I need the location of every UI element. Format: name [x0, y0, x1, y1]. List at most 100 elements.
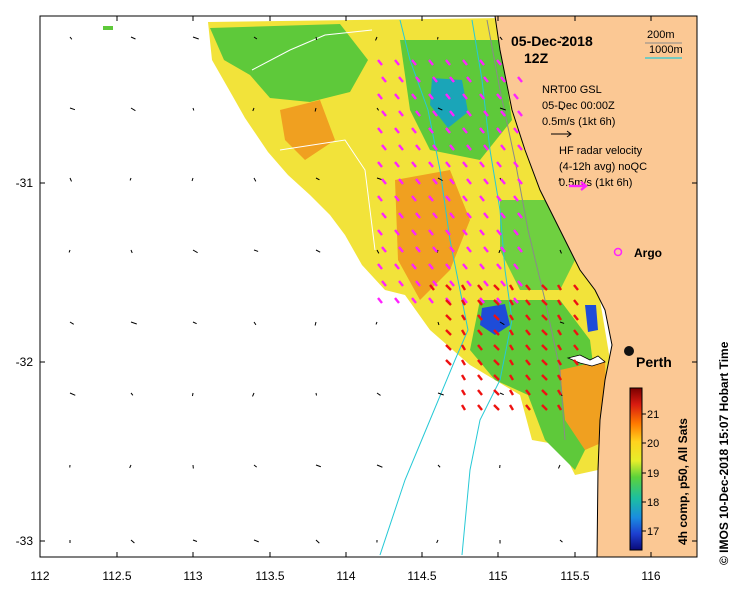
radar-arrow	[508, 359, 515, 366]
radar-arrow	[541, 374, 548, 381]
radar-arrow	[411, 127, 417, 134]
model-arrow	[437, 177, 443, 182]
colorbar	[629, 387, 643, 551]
radar-arrow	[556, 404, 563, 411]
radar-arrow	[493, 314, 500, 321]
sst-green-north	[210, 24, 368, 102]
radar-arrow	[508, 374, 515, 381]
radar-arrow	[415, 76, 421, 83]
x-tick-label: 115	[488, 569, 507, 583]
colorbar-tick-label: 20	[647, 438, 659, 450]
radar-arrow	[377, 93, 383, 100]
radar-arrow	[493, 359, 500, 366]
radar-arrow	[493, 389, 500, 396]
sst-cold-north	[430, 78, 468, 128]
radar-arrow	[508, 314, 515, 321]
radar-arrow	[394, 93, 400, 100]
model-arrow	[315, 464, 322, 468]
radar-arrow	[541, 314, 548, 321]
model-arrow	[559, 321, 565, 324]
radar-arrow	[394, 127, 400, 134]
sst-green-south	[470, 300, 600, 470]
radar-arrow	[513, 229, 519, 236]
radar-arrow	[394, 195, 400, 202]
model-arrow	[130, 321, 137, 325]
radar-arrow	[460, 359, 467, 366]
radar-arrow	[432, 76, 438, 83]
radar-arrow	[445, 229, 451, 236]
radar-arrow	[377, 161, 383, 168]
radar-arrow	[462, 59, 468, 66]
radar-arrow	[541, 404, 548, 411]
x-axis: 112 112.5 113 113.5 114 114.5 115 115.5 …	[30, 16, 661, 583]
model-legend-arrow	[551, 130, 572, 138]
radar-arrow	[525, 329, 531, 336]
radar-arrow	[377, 195, 383, 202]
model-arrow	[192, 539, 198, 542]
radar-arrow	[479, 297, 485, 304]
model-arrow	[130, 249, 133, 254]
radar-arrow	[556, 299, 563, 306]
radar-arrow	[460, 284, 467, 291]
colorbar-tick-label: 21	[647, 409, 659, 421]
sst-cold-coast	[585, 305, 598, 332]
radar-arrow	[556, 344, 563, 351]
radar-arrow	[500, 144, 506, 151]
radar-arrow	[496, 297, 502, 304]
radar-arrow	[445, 314, 452, 321]
radar-arrow	[477, 359, 483, 366]
model-arrow	[437, 107, 443, 111]
radar-arrow	[500, 76, 506, 83]
radar-arrow	[513, 127, 519, 134]
perth-marker	[624, 346, 634, 356]
model-arrow	[129, 177, 132, 181]
radar-arrow	[381, 246, 387, 253]
radar-arrow	[483, 178, 489, 185]
radar-arrow	[398, 144, 404, 151]
model-arrow	[559, 107, 564, 111]
radar-legend-arrow	[569, 181, 588, 191]
model-arrow	[253, 321, 257, 326]
model-arrow	[376, 392, 381, 396]
radar-arrow	[381, 280, 387, 287]
sst-orange-3	[560, 360, 608, 450]
contour-200m	[486, 19, 566, 441]
radar-arrow	[493, 299, 500, 306]
y-axis: -31 -32 -33	[16, 176, 697, 548]
sst-cold-eddy	[480, 304, 510, 335]
model-arrow	[559, 539, 563, 543]
radar-arrow	[466, 110, 472, 117]
x-tick-label: 116	[641, 569, 660, 583]
radar-arrow	[381, 144, 387, 151]
radar-arrow	[460, 329, 467, 336]
radar-arrow	[493, 404, 500, 411]
radar-arrow	[525, 284, 531, 291]
model-arrow	[499, 321, 505, 326]
radar-arrow	[573, 329, 579, 336]
radar-arrow	[449, 144, 455, 151]
radar-arrow	[445, 59, 451, 66]
radar-arrow	[429, 284, 435, 291]
radar-arrow	[525, 299, 531, 306]
model-arrow	[437, 464, 441, 468]
radar-arrow	[556, 314, 563, 321]
radar-arrow	[466, 178, 472, 185]
colorbar-label: 4h comp, p50, All Sats	[676, 418, 690, 545]
radar-arrow	[500, 212, 506, 219]
radar-arrow	[541, 359, 548, 366]
radar-arrow	[483, 212, 489, 219]
radar-arrow	[381, 178, 387, 185]
model-arrow	[192, 36, 199, 40]
radar-arrow	[493, 329, 500, 336]
argo-marker	[613, 247, 623, 257]
model-arrow	[192, 107, 195, 111]
model-arrow	[68, 249, 71, 253]
radar-arrow	[381, 110, 387, 117]
radar-arrow	[428, 59, 434, 66]
radar-arrow	[496, 127, 502, 134]
model-arrow	[130, 107, 136, 112]
radar-arrow	[525, 314, 531, 321]
radar-arrow	[377, 263, 383, 270]
radar-arrow	[462, 161, 468, 168]
model-arrow	[69, 321, 74, 325]
